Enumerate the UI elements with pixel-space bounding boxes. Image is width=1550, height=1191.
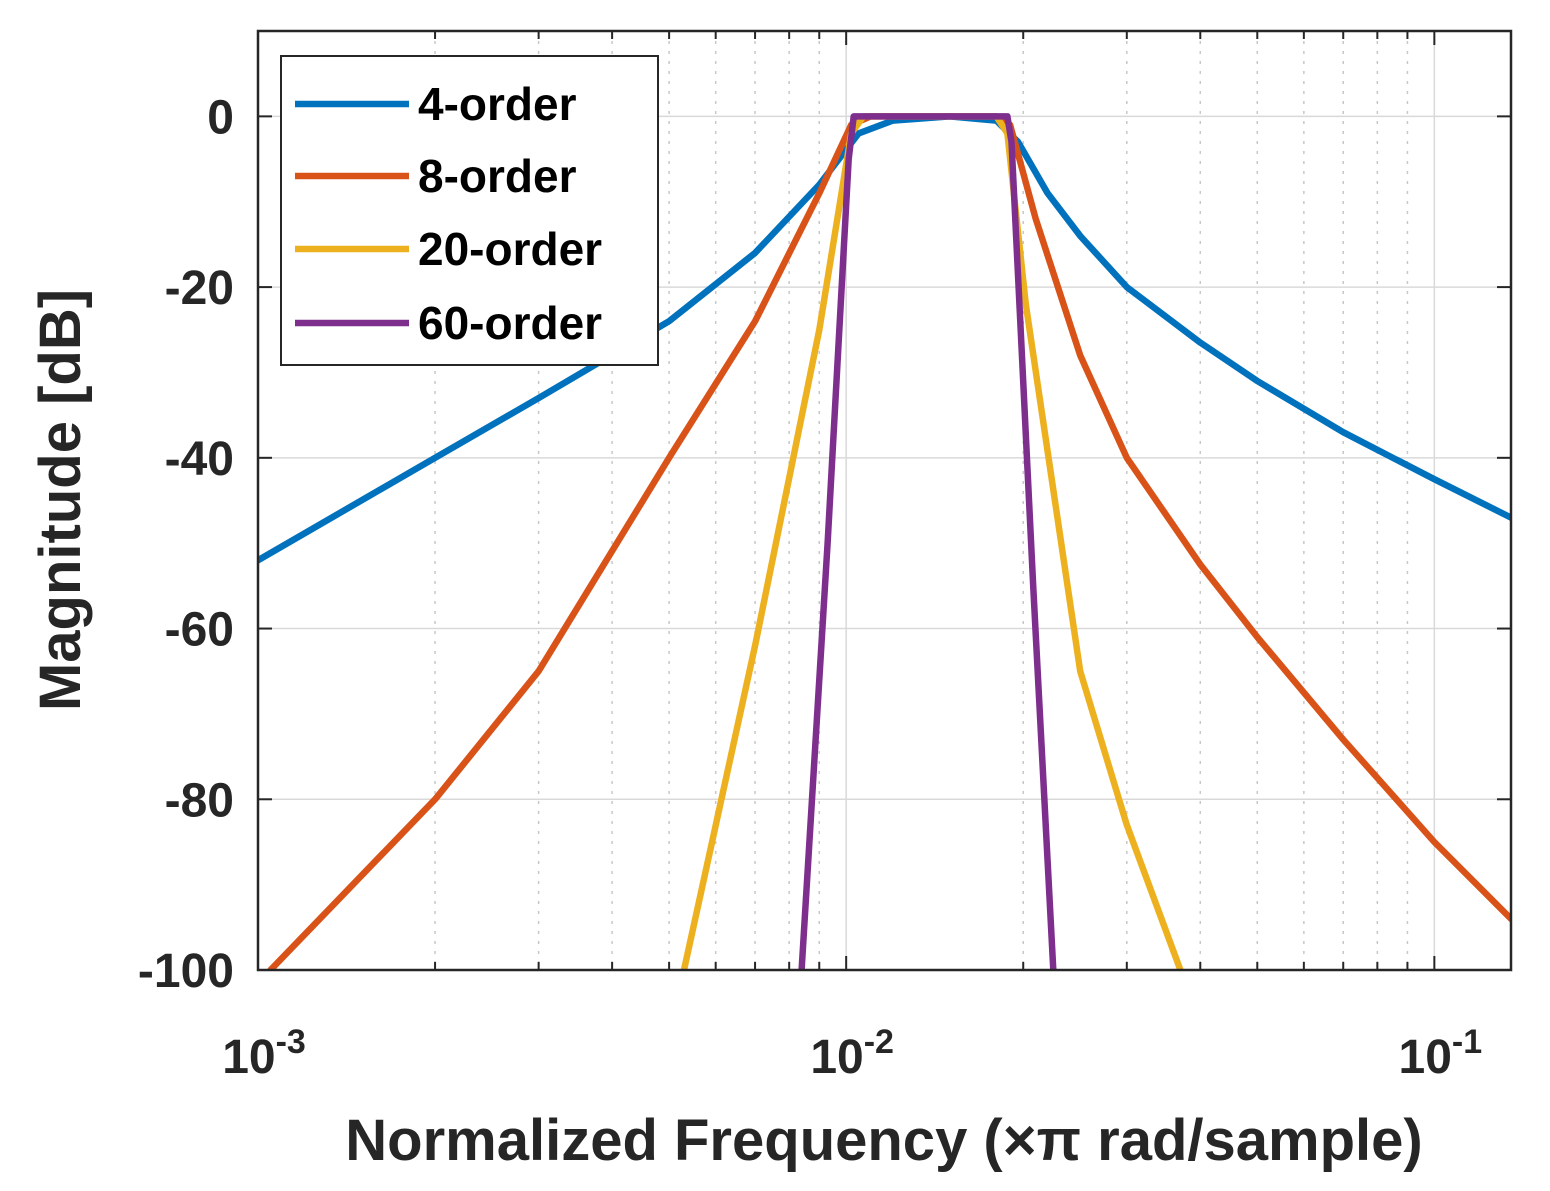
legend-box: [280, 55, 659, 366]
legend-label: 20-order: [418, 223, 602, 275]
legend-label: 8-order: [418, 150, 577, 202]
y-tick-label: -80: [165, 774, 234, 827]
series-line-8-order: [267, 113, 1511, 970]
y-tick-label: -60: [165, 604, 234, 657]
x-axis-title: Normalized Frequency (×π rad/sample): [345, 1108, 1422, 1173]
x-tick-label: 10-2: [810, 1023, 894, 1084]
y-tick-label: -20: [165, 262, 234, 315]
series-line-60-order: [798, 113, 1057, 970]
y-tick-label: 0: [207, 91, 234, 144]
x-tick-labels: 10-3 10-2 10-1: [222, 1023, 1482, 1084]
legend-label: 60-order: [418, 297, 602, 349]
series-layer: [258, 113, 1511, 970]
y-tick-labels: 0 -20 -40 -60 -80 -100: [138, 91, 234, 998]
y-tick-label: -100: [138, 945, 234, 998]
axes-box: [256, 29, 1513, 972]
y-axis-title: Magnitude [dB]: [28, 289, 93, 711]
x-tick-label: 10-3: [222, 1023, 306, 1084]
legend: 4-order 8-order 20-order 60-order: [280, 55, 659, 366]
tick-marks: [257, 31, 1511, 971]
x-tick-label: 10-1: [1399, 1023, 1483, 1084]
y-tick-label: -40: [165, 433, 234, 486]
legend-label: 4-order: [418, 78, 577, 130]
